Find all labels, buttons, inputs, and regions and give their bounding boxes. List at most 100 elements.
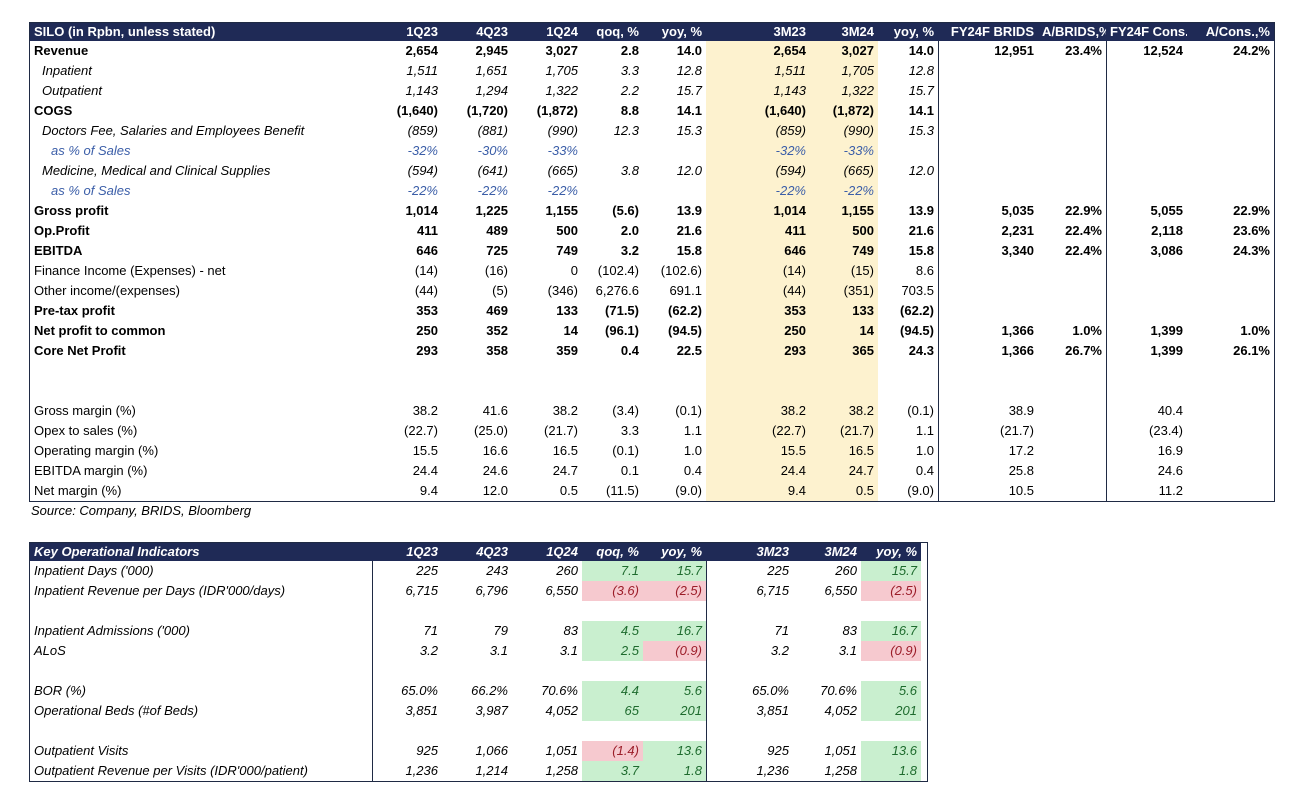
table-cell: (1.4) — [582, 741, 643, 761]
table-cell — [938, 301, 1038, 321]
table-cell: 3.1 — [838, 643, 857, 658]
table-cell: (0.1) — [675, 403, 702, 418]
row-label: EBITDA — [34, 243, 83, 258]
table-cell: 70.6% — [820, 683, 857, 698]
table-cell: 1.1 — [683, 423, 702, 438]
column-header: 1Q23 — [372, 23, 442, 41]
table-cell — [938, 61, 1038, 81]
table-cell — [1187, 161, 1274, 181]
table-cell: (5.6) — [612, 203, 639, 218]
row-label: Inpatient — [42, 63, 92, 78]
table-cell: 2,654 — [405, 43, 438, 58]
table-title: Key Operational Indicators — [30, 543, 372, 561]
table-cell: 1,258 — [824, 763, 857, 778]
table-cell: (9.0) — [675, 483, 702, 498]
table-cell — [372, 721, 442, 741]
table-cell: 0.5 — [810, 481, 878, 501]
column-header: FY24F BRIDS — [938, 23, 1038, 41]
table-cell — [1038, 101, 1106, 121]
table-cell — [793, 601, 861, 621]
table-cell — [1106, 121, 1187, 141]
table-cell: 0.1 — [620, 463, 639, 478]
table-cell: (11.5) — [606, 483, 639, 498]
table-cell: (0.1) — [907, 403, 934, 418]
table-cell: 925 — [372, 741, 442, 761]
table-cell: 1,236 — [706, 761, 793, 781]
table-cell: 2.8 — [620, 43, 639, 58]
table-cell: 13.9 — [908, 203, 934, 218]
table-cell — [861, 601, 921, 621]
table-cell: 0.5 — [559, 483, 578, 498]
table-cell: (15) — [810, 261, 878, 281]
table-cell: 17.2 — [938, 441, 1038, 461]
table-cell — [938, 141, 1038, 161]
row-label: Inpatient Days ('000) — [34, 563, 154, 578]
table-cell: 5.6 — [861, 681, 921, 701]
table-cell: -22% — [547, 183, 578, 198]
row-label: EBITDA margin (%) — [34, 463, 148, 478]
table-cell: 1,014 — [405, 203, 438, 218]
table-cell — [938, 81, 1038, 101]
table-cell: 646 — [416, 243, 438, 258]
table-cell — [938, 121, 1038, 141]
table-cell: 9.4 — [419, 483, 438, 498]
table-cell: 66.2% — [471, 683, 508, 698]
row-label: Op.Profit — [34, 223, 90, 238]
table-cell: 1,511 — [706, 61, 810, 81]
table-cell: (1,720) — [466, 103, 508, 118]
table-cell: 925 — [706, 741, 793, 761]
table-cell: (351) — [810, 281, 878, 301]
table-cell: 260 — [556, 563, 578, 578]
table-cell: 1,155 — [545, 203, 578, 218]
key-operational-indicators-table: Key Operational Indicators 1Q23 4Q23 1Q24 qo… — [29, 542, 928, 782]
table-cell — [1106, 381, 1187, 401]
table-cell: 411 — [417, 223, 438, 238]
table-cell: 3.2 — [372, 641, 442, 661]
table-cell: 1.0 — [683, 443, 702, 458]
table-cell: 14 — [563, 323, 578, 338]
table-cell: 71 — [706, 621, 793, 641]
table-cell — [1106, 141, 1187, 161]
table-cell: (102.4) — [597, 263, 639, 278]
table-cell: (94.5) — [900, 323, 934, 338]
table-cell: 15.7 — [676, 83, 702, 98]
table-cell: 12.8 — [908, 63, 934, 78]
table-cell: 6,715 — [372, 581, 442, 601]
row-label: Net margin (%) — [34, 483, 122, 498]
table-cell: 15.7 — [908, 83, 934, 98]
table-cell: (25.0) — [474, 423, 508, 438]
row-label: COGS — [34, 103, 73, 118]
table-cell: 1,066 — [475, 743, 508, 758]
table-cell: 500 — [810, 221, 878, 241]
table-cell: -33% — [547, 143, 578, 158]
row-label — [30, 361, 372, 381]
table-cell — [643, 661, 706, 681]
table-cell: (346) — [547, 283, 578, 298]
table-cell: 24.3% — [1233, 243, 1270, 258]
table-cell — [1106, 61, 1187, 81]
table-cell: 8.8 — [620, 103, 639, 118]
table-cell — [938, 161, 1038, 181]
table-cell: -22% — [810, 181, 878, 201]
table-cell — [861, 661, 921, 681]
table-cell: 3.8 — [620, 163, 639, 178]
table-cell: 11.2 — [1106, 481, 1187, 501]
column-header: A/BRIDS,% — [1038, 23, 1106, 41]
table-cell: 12.8 — [676, 63, 702, 78]
table-cell: 2,118 — [1106, 221, 1187, 241]
table-cell: 41.6 — [482, 403, 508, 418]
column-header: yoy, % — [878, 23, 938, 41]
column-header: yoy, % — [861, 543, 921, 561]
table-cell: 22.9% — [1065, 203, 1102, 218]
table-cell: 65.0% — [706, 681, 793, 701]
table-cell: 1.8 — [861, 761, 921, 781]
table-cell: 22.4% — [1065, 223, 1102, 238]
row-label: as % of Sales — [51, 143, 131, 158]
table-cell: (859) — [407, 123, 438, 138]
table-cell — [1038, 361, 1106, 381]
table-cell: 12.3 — [613, 123, 639, 138]
table-cell — [512, 361, 582, 381]
table-cell: 1.0% — [1072, 323, 1102, 338]
table-cell: 38.2 — [810, 401, 878, 421]
table-cell — [938, 101, 1038, 121]
